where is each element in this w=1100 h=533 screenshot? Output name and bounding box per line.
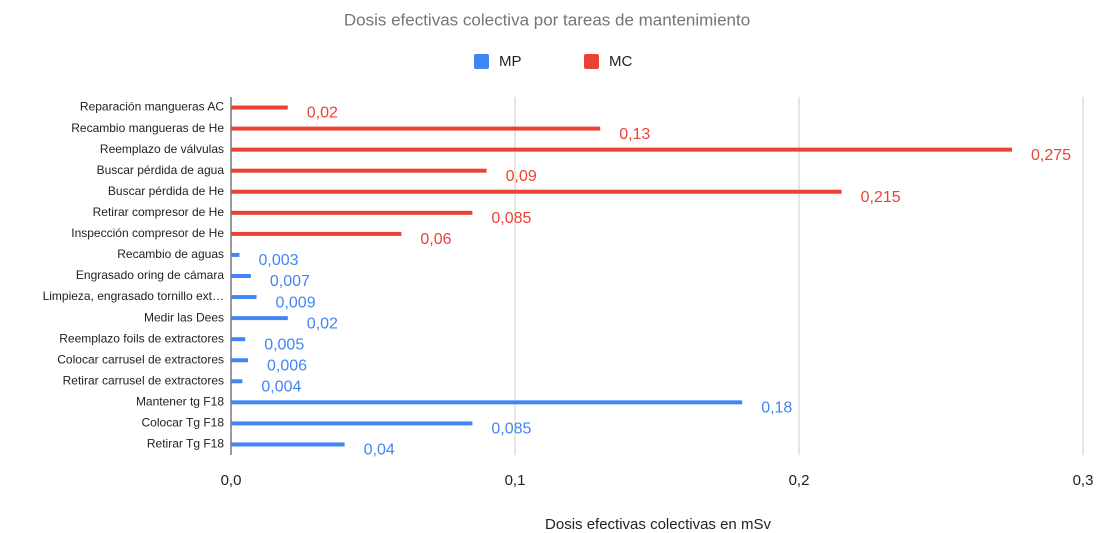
bar <box>231 316 288 321</box>
data-label: 0,004 <box>261 379 301 396</box>
y-tick-label: Limpieza, engrasado tornillo ext… <box>43 289 224 303</box>
y-tick-label: Reemplazo foils de extractores <box>59 331 224 345</box>
bar <box>231 105 288 110</box>
bar <box>231 337 246 342</box>
legend-label: MC <box>609 53 632 70</box>
x-axis-label: Dosis efectivas colectivas en mSv <box>545 516 771 533</box>
data-label: 0,06 <box>420 231 451 248</box>
bar <box>231 295 257 300</box>
data-label: 0,02 <box>307 315 338 332</box>
y-tick-label: Reemplazo de válvulas <box>100 142 224 156</box>
y-tick-label: Engrasado oring de cámara <box>76 268 224 282</box>
data-label: 0,13 <box>619 126 650 143</box>
y-tick-label: Inspección compresor de He <box>71 226 224 240</box>
bar <box>231 168 487 173</box>
bar <box>231 421 473 426</box>
x-tick-label: 0,3 <box>1073 472 1094 489</box>
x-tick-label: 0,1 <box>505 472 526 489</box>
bar <box>231 252 240 257</box>
data-label: 0,003 <box>259 252 299 269</box>
chart-title: Dosis efectivas colectiva por tareas de … <box>344 10 750 29</box>
data-label: 0,085 <box>491 421 531 438</box>
data-label: 0,005 <box>264 336 304 353</box>
bar <box>231 442 345 447</box>
y-tick-label: Mantener tg F18 <box>136 395 224 409</box>
y-tick-label: Retirar Tg F18 <box>147 437 224 451</box>
bar <box>231 147 1012 152</box>
y-tick-label: Medir las Dees <box>144 310 224 324</box>
x-tick-label: 0,0 <box>221 472 242 489</box>
y-tick-label: Buscar pérdida de He <box>108 184 224 198</box>
data-label: 0,04 <box>364 442 395 459</box>
data-label: 0,215 <box>861 189 901 206</box>
legend-swatch <box>474 54 489 69</box>
bar <box>231 379 243 384</box>
bar <box>231 274 251 278</box>
bar <box>231 231 402 236</box>
y-tick-label: Recambio de aguas <box>117 247 224 261</box>
bar <box>231 358 249 363</box>
y-tick-label: Colocar carrusel de extractores <box>57 352 224 366</box>
data-label: 0,006 <box>267 357 307 374</box>
bar <box>231 210 473 215</box>
y-tick-label: Retirar carrusel de extractores <box>63 373 224 387</box>
y-tick-label: Colocar Tg F18 <box>142 416 225 430</box>
data-label: 0,09 <box>506 168 537 185</box>
y-tick-label: Recambio mangueras de He <box>71 121 224 135</box>
y-tick-label: Retirar compresor de He <box>93 205 225 219</box>
bar <box>231 126 601 131</box>
data-label: 0,02 <box>307 105 338 122</box>
data-label: 0,009 <box>276 294 316 311</box>
bar <box>231 400 743 405</box>
y-tick-label: Reparación mangueras AC <box>80 100 224 114</box>
bar <box>231 189 842 194</box>
data-label: 0,085 <box>491 210 531 227</box>
y-tick-label: Buscar pérdida de agua <box>97 163 225 177</box>
data-label: 0,275 <box>1031 147 1071 164</box>
x-tick-label: 0,2 <box>789 472 810 489</box>
data-label: 0,18 <box>761 400 792 417</box>
legend-label: MP <box>499 53 522 70</box>
legend-swatch <box>584 54 599 69</box>
data-label: 0,007 <box>270 273 310 290</box>
